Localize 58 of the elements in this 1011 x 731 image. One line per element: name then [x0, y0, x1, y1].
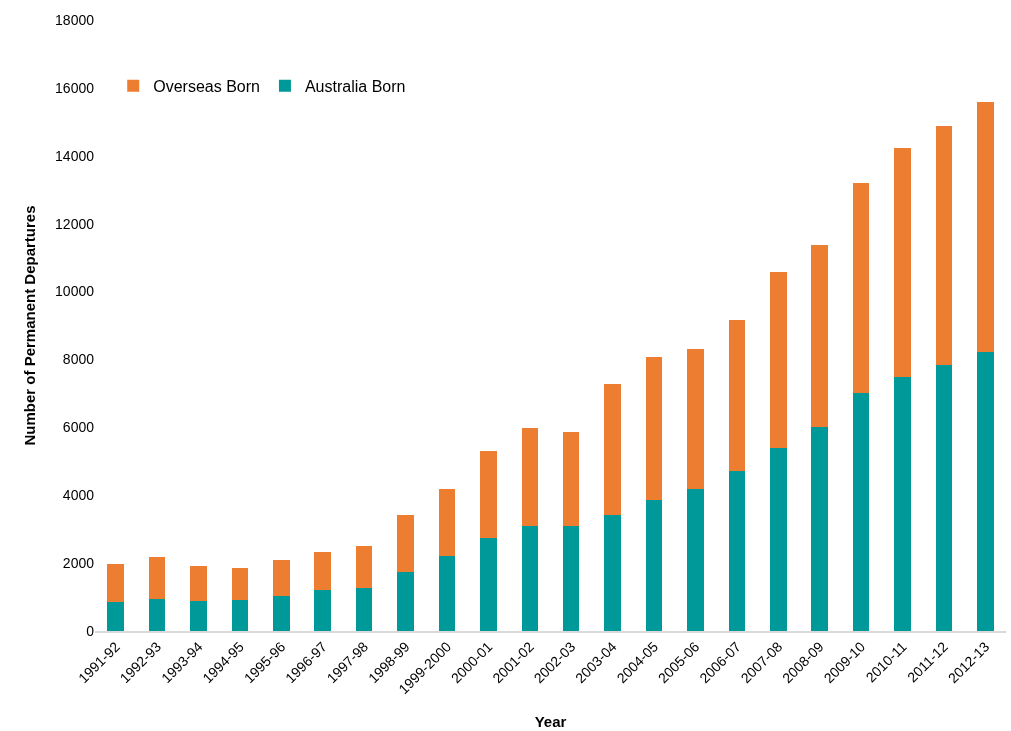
bar	[645, 500, 663, 631]
bar	[935, 125, 953, 365]
bar	[480, 451, 497, 538]
bar	[397, 514, 414, 572]
bar	[438, 556, 456, 631]
bar	[769, 271, 787, 448]
bar	[231, 567, 249, 600]
x-axis-title: Year	[534, 712, 567, 730]
y-tick-label: 18000	[55, 11, 95, 28]
bar	[728, 320, 746, 472]
bar	[894, 377, 911, 631]
legend-label: Australia Born	[304, 78, 406, 96]
bar	[314, 551, 332, 591]
bar	[852, 182, 870, 394]
bar	[148, 598, 166, 631]
bar	[852, 393, 870, 631]
bar	[687, 348, 704, 490]
bar	[397, 571, 414, 631]
bar	[148, 557, 166, 599]
bar	[355, 588, 373, 631]
y-axis-title: Number of Permanent Departures	[21, 205, 39, 446]
bar	[438, 489, 456, 557]
bar	[811, 245, 828, 427]
legend-label: Overseas Born	[153, 78, 260, 96]
bar	[355, 545, 373, 589]
bar	[521, 526, 539, 631]
bar	[190, 601, 207, 631]
bar	[480, 537, 497, 631]
bar	[977, 102, 994, 352]
bar	[894, 147, 911, 378]
y-tick-label: 16000	[55, 79, 95, 96]
bar	[521, 428, 539, 527]
bar	[811, 426, 828, 631]
bar	[977, 351, 994, 631]
bar	[273, 595, 290, 631]
bar	[687, 489, 704, 631]
bar	[273, 560, 290, 596]
bar	[769, 447, 787, 631]
bar	[935, 364, 953, 631]
y-tick-label: 8000	[62, 351, 95, 368]
bar	[231, 599, 249, 631]
y-tick-label: 14000	[55, 147, 95, 164]
y-tick-label: 10000	[55, 283, 95, 300]
bar	[314, 590, 332, 631]
y-tick-label: 0	[86, 622, 95, 639]
bar	[562, 431, 580, 527]
y-tick-label: 2000	[62, 555, 95, 572]
bar	[645, 357, 663, 501]
bar	[190, 565, 207, 602]
bar	[604, 384, 621, 515]
bar	[107, 563, 124, 603]
y-tick-label: 4000	[62, 487, 95, 504]
y-tick-label: 12000	[55, 215, 95, 232]
bar	[107, 602, 124, 631]
bar	[562, 526, 580, 631]
y-tick-label: 6000	[62, 419, 95, 436]
bar	[728, 471, 746, 631]
bar	[604, 514, 621, 631]
